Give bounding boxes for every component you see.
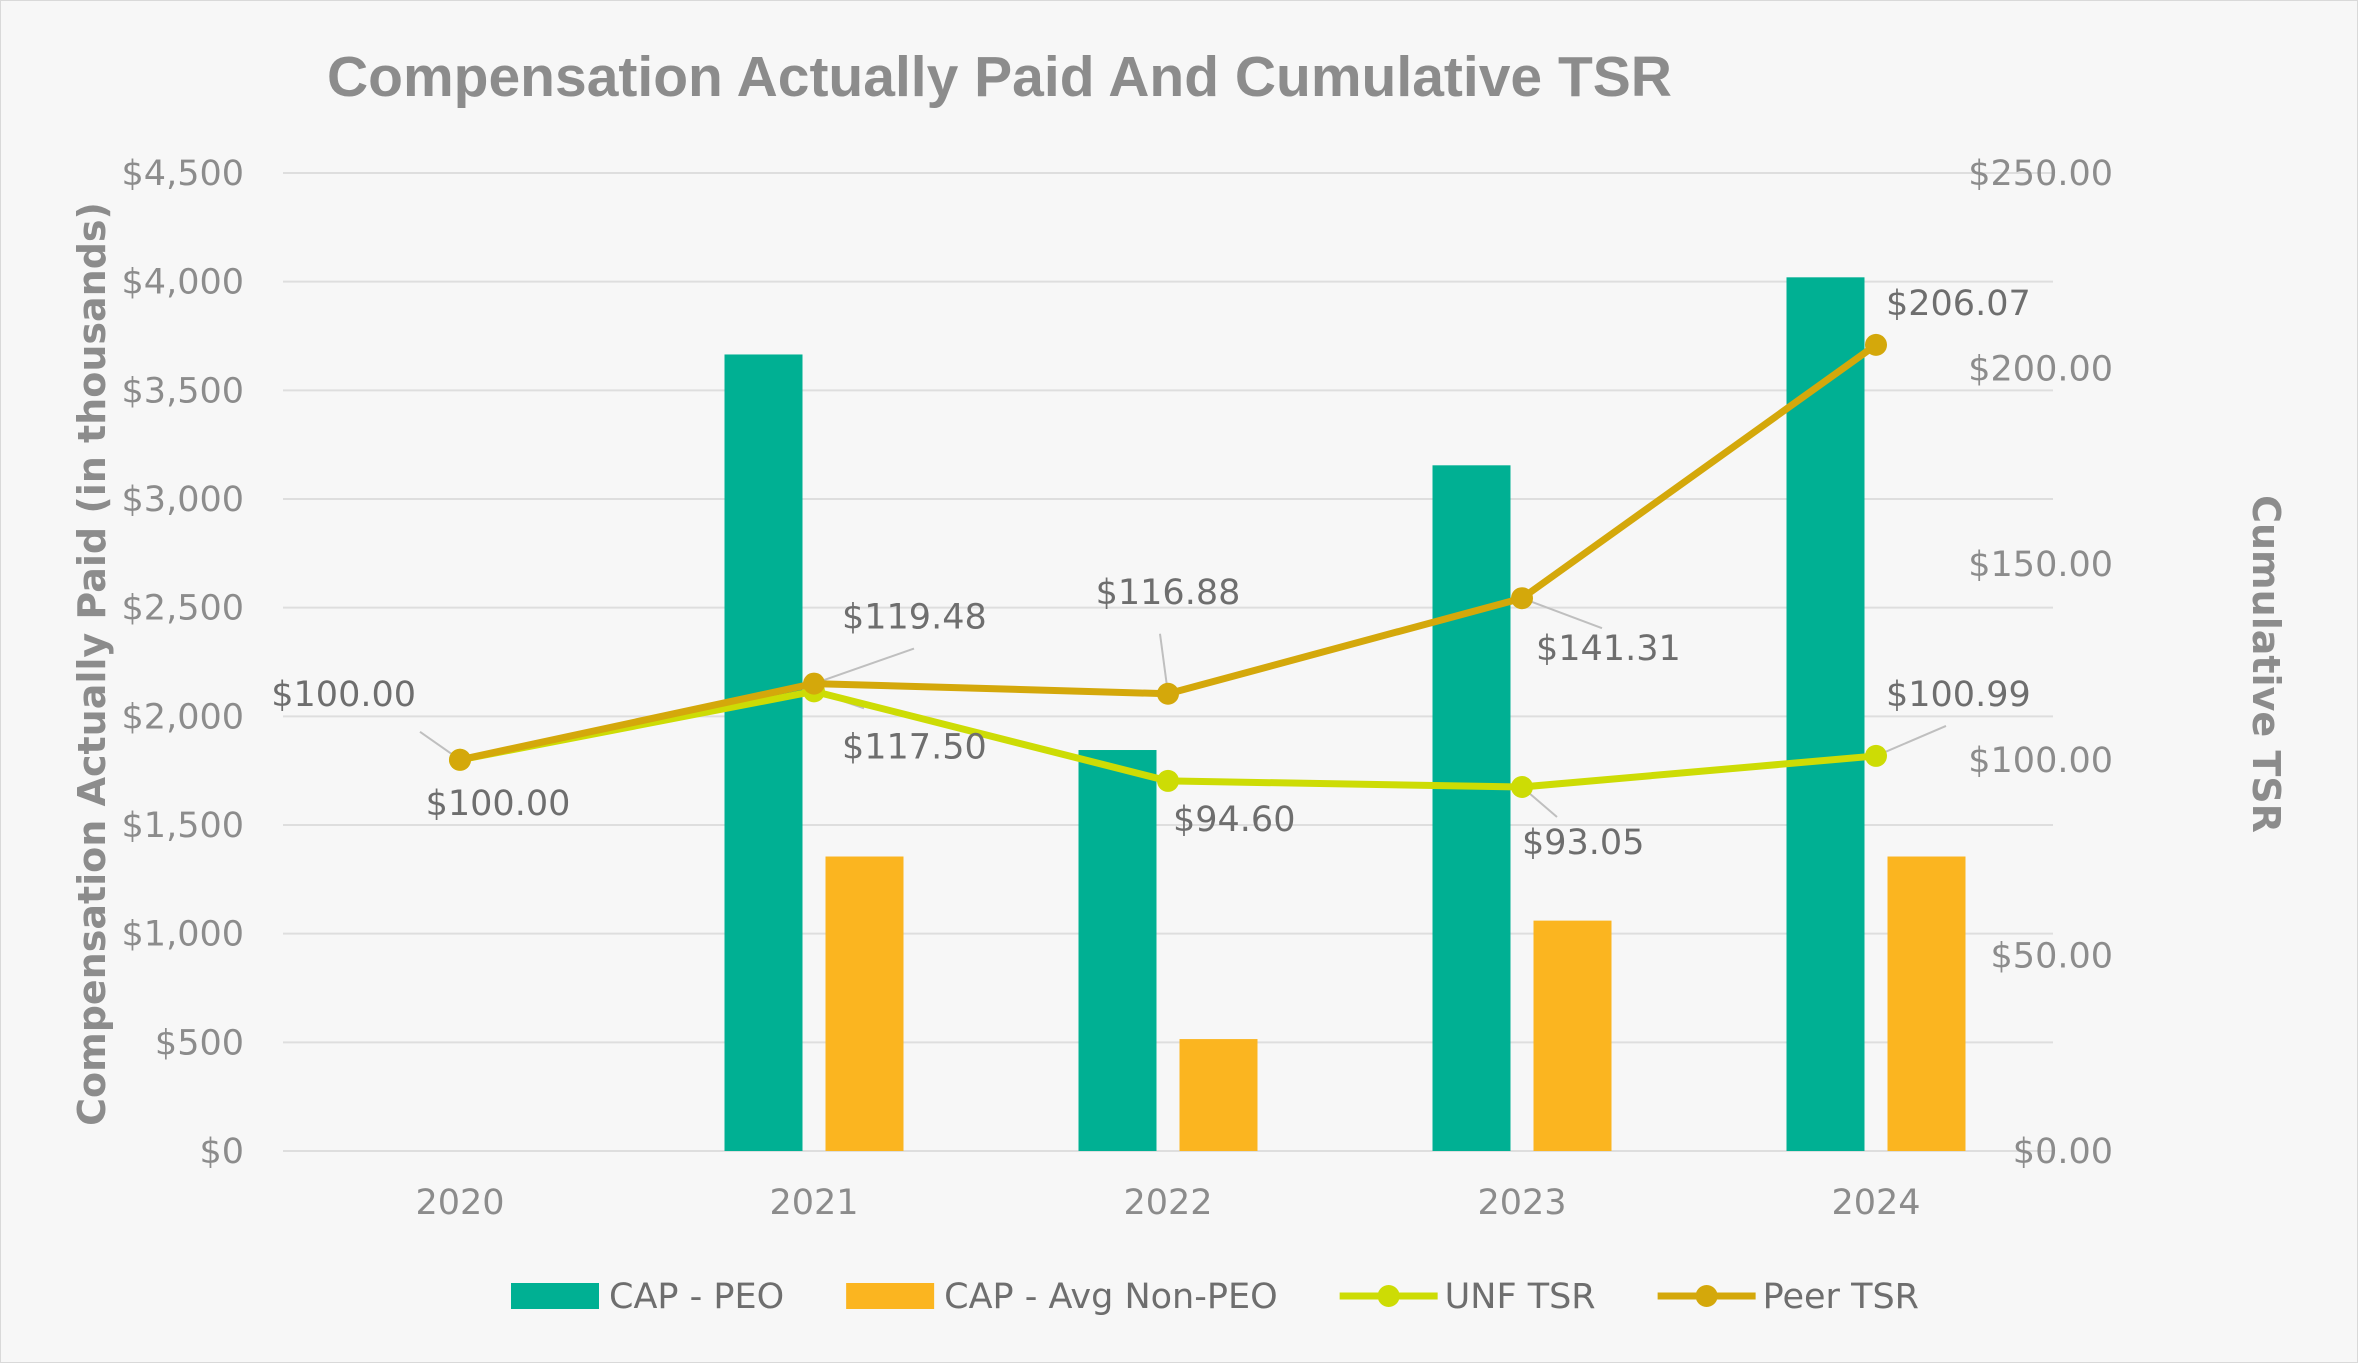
legend-label: CAP - Avg Non-PEO — [944, 1277, 1278, 1317]
bar-cap-avg-non-peo — [825, 856, 904, 1151]
legend-marker — [1695, 1285, 1718, 1307]
y-right-tick-label: $100.00 — [1968, 741, 2113, 781]
data-label: $206.07 — [1886, 284, 2031, 324]
x-tick-label: 2021 — [769, 1183, 858, 1223]
y-right-tick-label: $50.00 — [1991, 936, 2113, 976]
bar-cap-peo — [1786, 277, 1865, 1151]
data-label: $100.00 — [426, 784, 571, 824]
y-right-tick-label: $250.00 — [1968, 154, 2113, 194]
y-left-tick-label: $3,000 — [122, 480, 244, 520]
legend: CAP - PEO CAP - Avg Non-PEO UNF TSR Peer TS… — [511, 1277, 1919, 1317]
data-label-leader — [1521, 597, 1603, 630]
y-left-tick-label: $0 — [199, 1132, 244, 1172]
bar-cap-avg-non-peo — [1533, 920, 1612, 1151]
y-left-tick-label: $500 — [155, 1023, 244, 1063]
y-left-tick-label: $4,000 — [122, 263, 244, 303]
data-label: $94.60 — [1173, 800, 1295, 840]
data-label: $100.00 — [271, 675, 416, 715]
legend-label: UNF TSR — [1445, 1277, 1596, 1317]
legend-item-peer-tsr: Peer TSR — [1657, 1277, 1919, 1317]
y-left-tick-label: $1,500 — [122, 806, 244, 846]
point-peer-tsr — [1865, 333, 1887, 356]
legend-item-unf-tsr: UNF TSR — [1339, 1277, 1596, 1317]
chart-title: Compensation Actually Paid And Cumulativ… — [327, 45, 1672, 109]
data-label-leader — [813, 647, 915, 685]
data-label: $100.99 — [1886, 675, 2031, 715]
y-left-tick-label: $3,500 — [122, 371, 244, 411]
y-left-tick-label: $1,000 — [122, 915, 244, 955]
data-label: $119.48 — [842, 598, 987, 638]
data-label: $93.05 — [1522, 823, 1644, 863]
x-tick-label: 2022 — [1123, 1183, 1212, 1223]
y-left-tick-label: $4,500 — [122, 154, 244, 194]
data-label: $116.88 — [1096, 573, 1241, 613]
y-right-tick-label: $0.00 — [2013, 1132, 2113, 1172]
y-left-tick-label: $2,500 — [122, 589, 244, 629]
y-axis-left-title: Compensation Actually Paid (in thousands… — [70, 202, 114, 1126]
legend-label: CAP - PEO — [609, 1277, 784, 1317]
bar-cap-peo — [1078, 750, 1157, 1151]
y-left-tick-label: $2,000 — [122, 697, 244, 737]
legend-swatch — [511, 1283, 599, 1309]
legend-swatch — [846, 1283, 935, 1309]
bar-cap-peo — [724, 354, 803, 1151]
legend-item-cap-peo: CAP - PEO — [511, 1277, 784, 1317]
point-peer-tsr — [1511, 587, 1533, 610]
x-tick-label: 2024 — [1831, 1183, 1920, 1223]
point-unf-tsr — [1865, 744, 1887, 767]
y-axis-right-title: Cumulative TSR — [2244, 495, 2288, 833]
legend-label: Peer TSR — [1763, 1277, 1919, 1317]
y-right-tick-label: $200.00 — [1968, 350, 2113, 390]
point-unf-tsr — [1157, 769, 1179, 792]
legend-marker — [1377, 1285, 1400, 1307]
bar-cap-avg-non-peo — [1887, 856, 1966, 1151]
data-label-leader — [1875, 725, 1947, 757]
bar-cap-peo — [1432, 465, 1511, 1151]
data-label: $141.31 — [1536, 629, 1681, 669]
point-peer-tsr — [803, 672, 825, 695]
point-peer-tsr — [1157, 682, 1179, 705]
data-label: $117.50 — [842, 727, 987, 767]
point-peer-tsr — [449, 748, 471, 771]
bar-cap-avg-non-peo — [1179, 1039, 1258, 1151]
x-tick-label: 2020 — [415, 1183, 504, 1223]
point-unf-tsr — [1511, 775, 1533, 798]
x-tick-label: 2023 — [1477, 1183, 1566, 1223]
legend-item-cap-avg-non-peo: CAP - Avg Non-PEO — [846, 1277, 1278, 1317]
y-right-tick-label: $150.00 — [1968, 545, 2113, 585]
